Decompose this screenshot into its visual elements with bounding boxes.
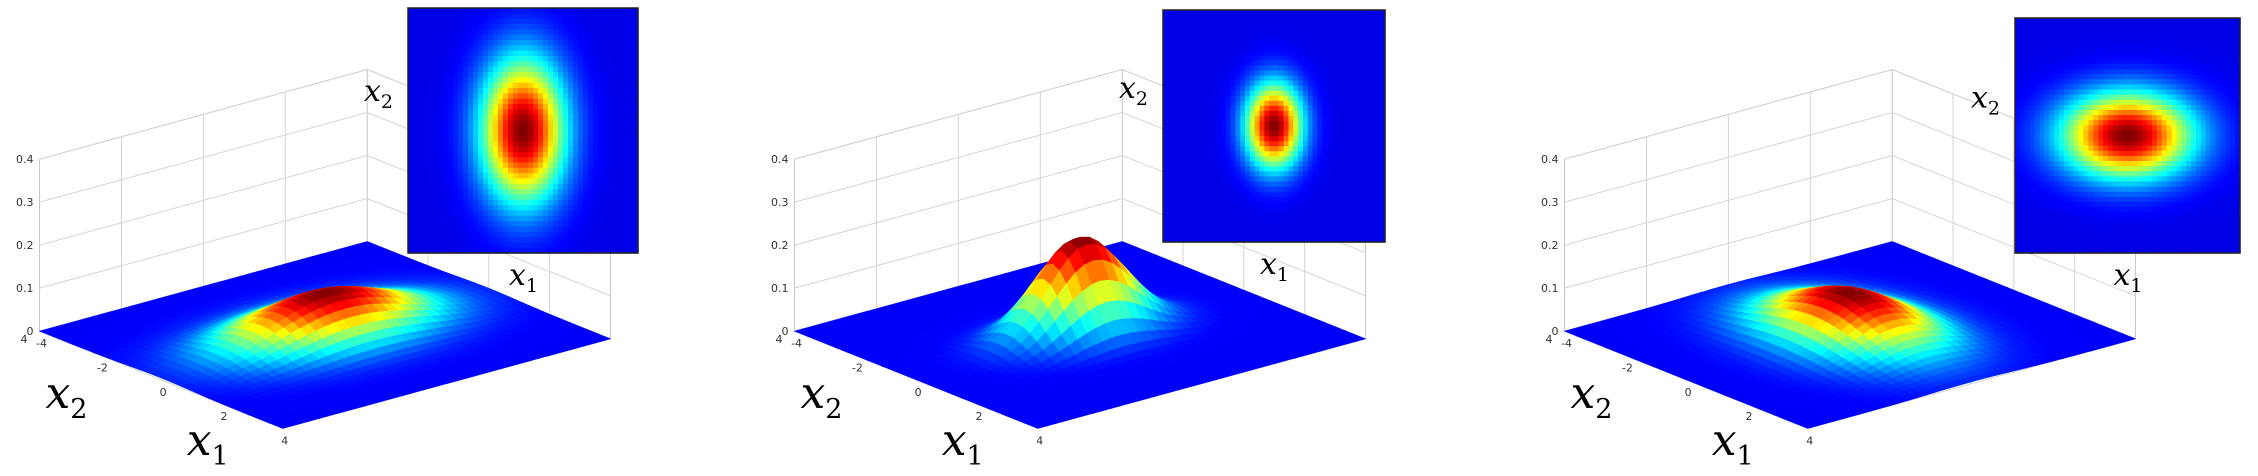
heatmap-inset [407,7,639,254]
x1-tick-label: 2 [220,410,227,423]
x1-tick-label: 4 [281,434,288,447]
x2-tick-label: 4 [21,333,28,346]
heatmap-x2-label: x2 [1971,80,2000,119]
heatmap-x1-label: x1 [509,258,538,297]
x1-tick-label: -2 [97,361,108,374]
gaussian-surface [793,236,1367,429]
x2-axis-label: x2 [45,368,87,425]
z-tick-label: 0.4 [16,153,34,166]
heatmap-x1-label: x1 [1260,247,1289,286]
z-tick-label: 0 [1552,325,1559,338]
x1-tick-label: 0 [160,386,167,399]
x2-tick-label: 4 [776,333,783,346]
x2-axis-label: x2 [800,368,842,425]
z-tick-label: 0.2 [1541,239,1559,252]
x2-tick-label: 4 [1546,333,1553,346]
heatmap-inset [1162,9,1386,243]
x1-tick-label: 0 [915,386,922,399]
x1-axis-label: x1 [942,415,984,472]
x1-tick-label: 0 [1685,386,1692,399]
x1-tick-label: -4 [1561,337,1572,350]
z-tick-label: 0.3 [16,196,34,209]
z-tick-label: 0 [782,325,789,338]
gaussian-surface [38,241,612,429]
x1-tick-label: 4 [1806,434,1813,447]
z-tick-label: 0.2 [771,239,789,252]
x1-tick-label: 2 [1745,410,1752,423]
x1-axis-label: x1 [1712,415,1754,472]
x1-tick-label: 4 [1036,434,1043,447]
z-tick-label: 0.1 [16,282,34,295]
z-tick-label: 0.4 [771,153,789,166]
z-tick-label: 0.3 [1541,196,1559,209]
x2-axis-label: x2 [1570,368,1612,425]
x1-tick-label: -2 [1622,361,1633,374]
z-tick-label: 0 [27,325,34,338]
heatmap-inset [2014,17,2241,254]
gaussian-surface [1563,241,2137,429]
z-tick-label: 0.3 [771,196,789,209]
x1-tick-label: 2 [975,410,982,423]
x1-tick-label: -4 [791,337,802,350]
z-tick-label: 0.1 [1541,282,1559,295]
z-tick-label: 0.2 [16,239,34,252]
heatmap-x1-label: x1 [2114,258,2143,297]
x1-tick-label: -4 [36,337,47,350]
heatmap-x2-label: x2 [364,74,393,113]
z-tick-label: 0.1 [771,282,789,295]
x1-tick-label: -2 [852,361,863,374]
z-tick-label: 0.4 [1541,153,1559,166]
x1-axis-label: x1 [187,415,229,472]
heatmap-x2-label: x2 [1119,71,1148,110]
